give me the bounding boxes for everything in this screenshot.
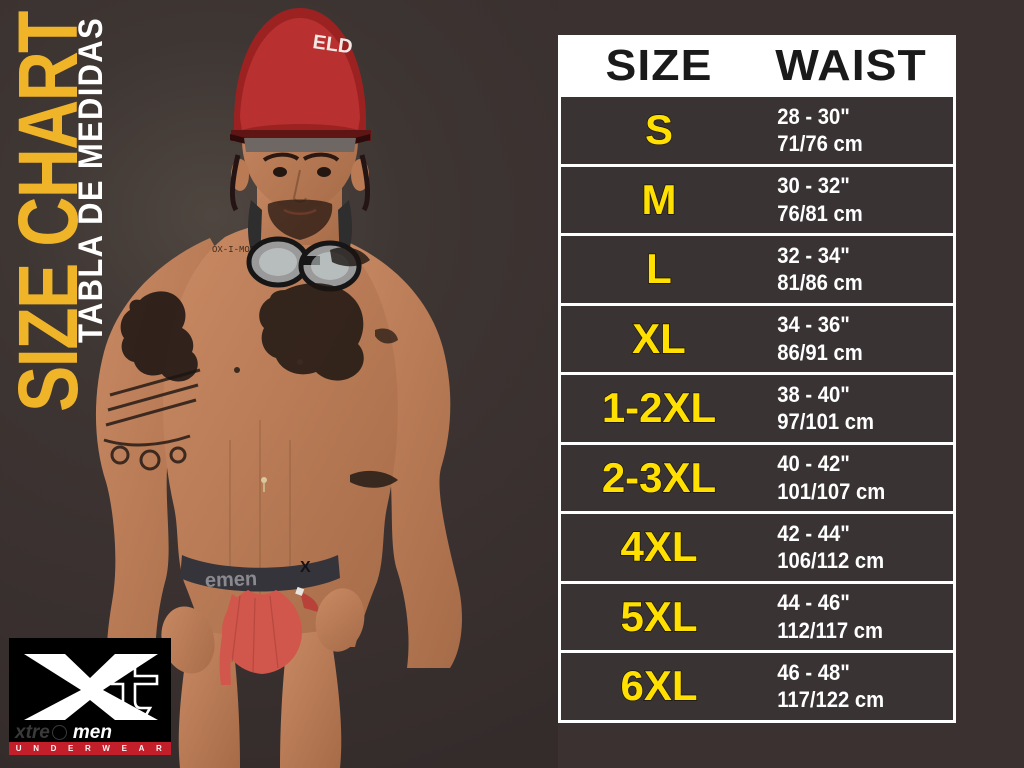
svg-text:OX-I-MOD: OX-I-MOD xyxy=(212,245,255,255)
svg-text:emen: emen xyxy=(205,568,258,592)
svg-text:X: X xyxy=(300,559,311,576)
